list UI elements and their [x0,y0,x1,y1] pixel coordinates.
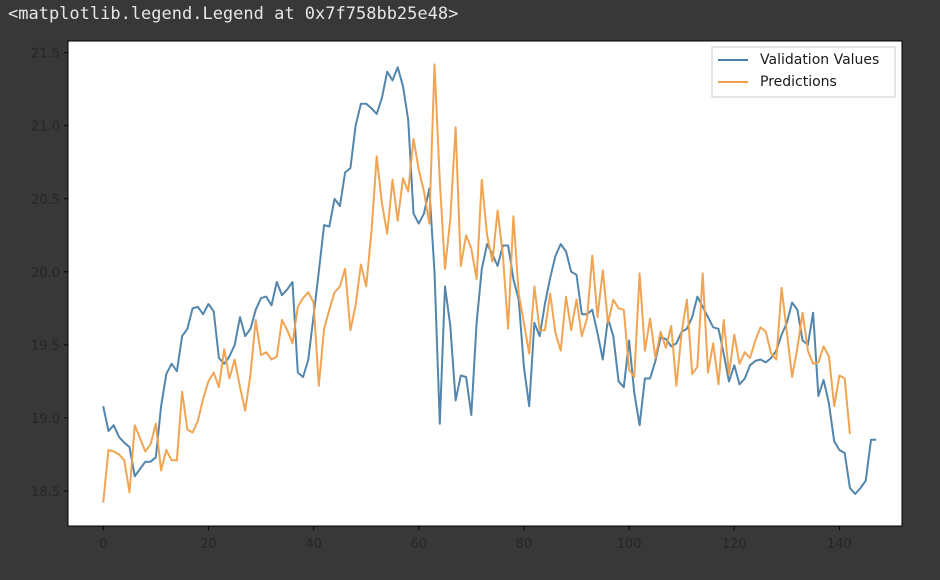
legend-label-validation: Validation Values [760,52,879,68]
series-line-predictions [102,63,851,503]
ticks-layer: 0 20 40 60 80 100 120 140 18.5 19.0 19.5 20.0 20.5 21… [31,47,852,552]
x-tick-label: 0 [99,537,107,552]
y-tick-label: 18.5 [31,485,60,500]
x-tick-label: 120 [722,537,747,552]
series-layer [102,63,877,503]
x-tick-label: 140 [827,537,852,552]
y-tick-label: 19.5 [31,339,60,354]
axes-spines [67,40,903,527]
x-tick-label: 100 [617,537,642,552]
y-tick-label: 20.5 [31,193,60,208]
plot-area [68,41,902,526]
x-tick-label: 80 [516,537,533,552]
legend: Validation Values Predictions [711,46,896,98]
y-tick-label: 21.5 [31,47,60,62]
legend-box [711,46,896,98]
legend-label-predictions: Predictions [760,74,837,90]
x-tick-label: 20 [200,537,217,552]
y-tick-label: 21.0 [31,120,60,135]
y-tick-label: 19.0 [31,412,60,427]
x-tick-label: 40 [305,537,322,552]
axes-frame [67,40,903,527]
x-tick-label: 60 [410,537,427,552]
y-tick-label: 20.0 [31,266,60,281]
cell-output-text: <matplotlib.legend.Legend at 0x7f758bb25… [8,4,459,24]
